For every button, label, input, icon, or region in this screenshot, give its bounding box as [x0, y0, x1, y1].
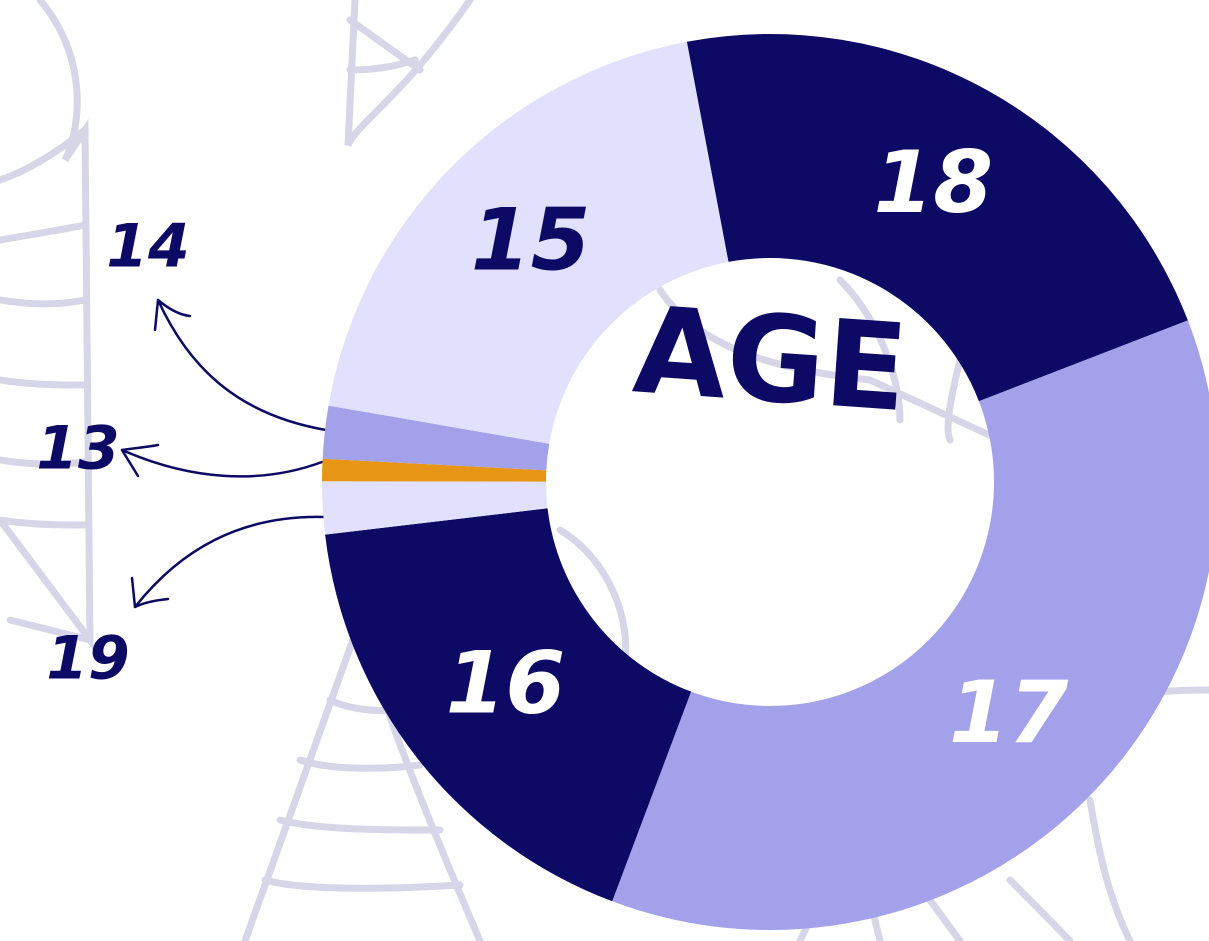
callout-arrows [122, 300, 326, 607]
chart-title: AGE [629, 281, 911, 439]
donut [322, 34, 1209, 930]
slice-label: 18 [873, 133, 993, 233]
slice-label: 16 [446, 634, 566, 734]
slice-label: 19 [46, 624, 130, 694]
chart: AGE 18 17 16 19 13 14 15 [0, 0, 1209, 941]
slice-label: 15 [471, 191, 591, 291]
slice-label: 14 [106, 212, 190, 282]
slice-label: 13 [36, 414, 120, 484]
slice-label: 17 [949, 663, 1069, 763]
